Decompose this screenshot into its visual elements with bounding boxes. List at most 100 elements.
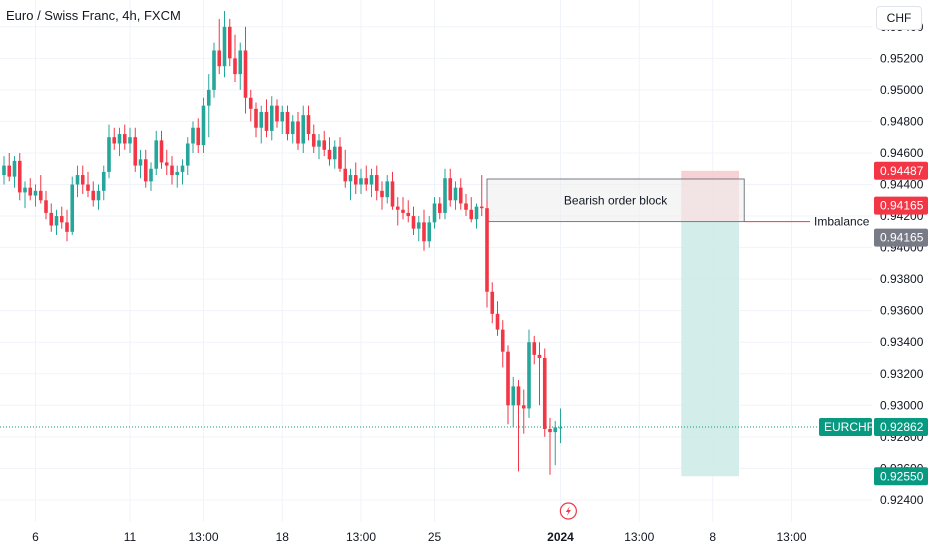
candle-body [38,190,43,201]
candle-body [422,222,426,242]
x-tick-label: 25 [428,530,442,544]
candle-body [301,115,306,144]
candle-body [537,354,542,358]
price-tag-label: 0.94165 [880,231,924,245]
candle-body [80,175,85,185]
candle-body [54,216,59,226]
candle-body [338,146,342,169]
candle-body [474,206,479,220]
candle-body [516,386,521,406]
y-tick-label: 0.93800 [880,272,924,286]
candle-body [317,140,321,147]
candle-body [70,184,75,232]
candle-body [521,405,526,409]
candle-body [306,115,311,135]
chart-title: Euro / Swiss Franc, 4h, FXCM [6,8,181,23]
x-tick-label: 18 [276,530,290,544]
candle-body [227,26,232,59]
candle-body [2,165,6,176]
candle-body [222,26,227,67]
candle-body [296,121,300,144]
candle-body [59,216,64,223]
candle-body [175,171,180,176]
candle-body [380,190,384,198]
candle-body [217,50,222,67]
candle-body [548,428,552,433]
candle-body [506,351,510,406]
candle-body [233,58,237,75]
candle-body [280,111,285,122]
candle-body [542,357,547,429]
candle-body [138,159,143,166]
candle-body [264,111,269,131]
candle-body [254,108,258,128]
symbol-tag-label: EURCHF [824,420,874,434]
candle-body [401,209,405,213]
candle-body [96,190,101,201]
x-tick-label: 13:00 [346,530,376,544]
candle-body [458,187,463,204]
candle-body [416,222,421,229]
candle-body [390,181,395,207]
y-tick-label: 0.94400 [880,178,924,192]
candle-body [91,190,96,201]
candle-body [485,208,489,292]
x-tick-label: 11 [124,530,137,544]
price-tag [874,228,928,247]
candle-body [495,313,500,330]
candle-body [327,149,332,160]
candle-body [7,165,12,177]
candle-body [411,216,416,229]
y-tick-label: 0.94600 [880,146,924,160]
y-tick-label: 0.93400 [880,335,924,349]
y-tick-label: 0.95200 [880,51,924,65]
price-tag-label: 0.94487 [880,164,924,178]
x-tick-label: 8 [709,530,716,544]
candle-body [49,212,54,226]
candle-body [364,178,369,185]
currency-button[interactable]: CHF [876,6,922,30]
candle-body [170,165,174,176]
candle-body [464,203,468,210]
candle-body [532,342,537,355]
x-tick-label: 13:00 [776,530,806,544]
candle-body [432,203,437,223]
candle-body [112,137,117,144]
price-tag-label: 0.94165 [880,199,924,213]
candle-body [65,222,69,232]
candle-body [212,50,216,90]
y-tick-label: 0.95000 [880,83,924,97]
candle-body [196,127,201,146]
y-tick-label: 0.93000 [880,398,924,412]
candle-body [374,175,379,191]
candle-body [479,206,484,209]
candle-body [275,105,279,122]
candle-body [359,178,363,185]
candle-body [238,50,243,75]
y-tick-label: 0.93200 [880,367,924,381]
candle-body [469,209,474,220]
candle-body [369,175,374,185]
candle-body [269,105,274,131]
imbalance-label: Imbalance [814,215,870,229]
x-tick-label: 13:00 [624,530,654,544]
candle-body [28,187,33,196]
x-tick-label: 2024 [547,530,574,544]
x-tick-label: 13:00 [188,530,218,544]
y-tick-label: 0.93600 [880,304,924,318]
order-block-label: Bearish order block [564,193,668,207]
candle-body [23,187,27,193]
candle-body [12,160,17,177]
candle-body [33,190,38,196]
candle-body [448,178,453,201]
candle-body [128,137,132,144]
candle-body [322,140,327,150]
order-block-box [486,178,745,223]
candle-body [527,342,531,409]
candle-body [453,187,458,201]
take-profit-zone [681,221,739,477]
candle-body [122,134,127,144]
candle-body [490,291,495,314]
candle-body [558,427,563,429]
